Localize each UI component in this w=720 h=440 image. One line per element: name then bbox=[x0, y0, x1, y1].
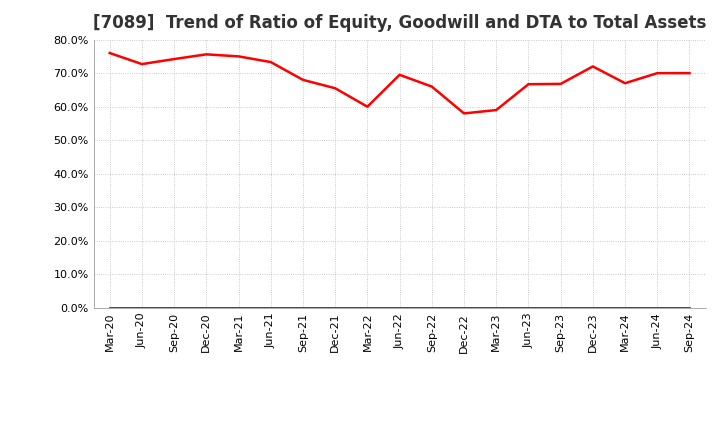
Deferred Tax Assets bbox=[653, 305, 662, 311]
Goodwill bbox=[395, 305, 404, 311]
Equity bbox=[557, 81, 565, 87]
Goodwill bbox=[234, 305, 243, 311]
Deferred Tax Assets bbox=[557, 305, 565, 311]
Equity bbox=[621, 81, 629, 86]
Equity bbox=[685, 70, 694, 76]
Deferred Tax Assets bbox=[266, 305, 275, 311]
Goodwill bbox=[524, 305, 533, 311]
Deferred Tax Assets bbox=[395, 305, 404, 311]
Goodwill bbox=[428, 305, 436, 311]
Goodwill bbox=[653, 305, 662, 311]
Deferred Tax Assets bbox=[685, 305, 694, 311]
Equity bbox=[234, 54, 243, 59]
Goodwill bbox=[685, 305, 694, 311]
Equity bbox=[588, 64, 597, 69]
Goodwill bbox=[588, 305, 597, 311]
Goodwill bbox=[138, 305, 146, 311]
Deferred Tax Assets bbox=[621, 305, 629, 311]
Equity bbox=[524, 81, 533, 87]
Goodwill bbox=[331, 305, 340, 311]
Goodwill bbox=[202, 305, 211, 311]
Equity bbox=[170, 56, 179, 62]
Equity bbox=[492, 107, 500, 113]
Equity bbox=[138, 62, 146, 67]
Equity bbox=[331, 86, 340, 91]
Goodwill bbox=[299, 305, 307, 311]
Title: [7089]  Trend of Ratio of Equity, Goodwill and DTA to Total Assets: [7089] Trend of Ratio of Equity, Goodwil… bbox=[93, 15, 706, 33]
Deferred Tax Assets bbox=[234, 305, 243, 311]
Deferred Tax Assets bbox=[428, 305, 436, 311]
Deferred Tax Assets bbox=[459, 305, 468, 311]
Goodwill bbox=[363, 305, 372, 311]
Deferred Tax Assets bbox=[105, 305, 114, 311]
Equity bbox=[105, 50, 114, 55]
Deferred Tax Assets bbox=[138, 305, 146, 311]
Goodwill bbox=[557, 305, 565, 311]
Equity bbox=[299, 77, 307, 82]
Equity bbox=[459, 111, 468, 116]
Line: Equity: Equity bbox=[109, 53, 690, 114]
Equity bbox=[395, 72, 404, 77]
Goodwill bbox=[621, 305, 629, 311]
Deferred Tax Assets bbox=[363, 305, 372, 311]
Deferred Tax Assets bbox=[492, 305, 500, 311]
Goodwill bbox=[459, 305, 468, 311]
Goodwill bbox=[170, 305, 179, 311]
Goodwill bbox=[105, 305, 114, 311]
Equity bbox=[363, 104, 372, 109]
Equity bbox=[202, 52, 211, 57]
Equity bbox=[428, 84, 436, 89]
Goodwill bbox=[266, 305, 275, 311]
Deferred Tax Assets bbox=[170, 305, 179, 311]
Deferred Tax Assets bbox=[202, 305, 211, 311]
Equity bbox=[266, 59, 275, 65]
Goodwill bbox=[492, 305, 500, 311]
Deferred Tax Assets bbox=[331, 305, 340, 311]
Equity bbox=[653, 70, 662, 76]
Deferred Tax Assets bbox=[588, 305, 597, 311]
Deferred Tax Assets bbox=[299, 305, 307, 311]
Deferred Tax Assets bbox=[524, 305, 533, 311]
